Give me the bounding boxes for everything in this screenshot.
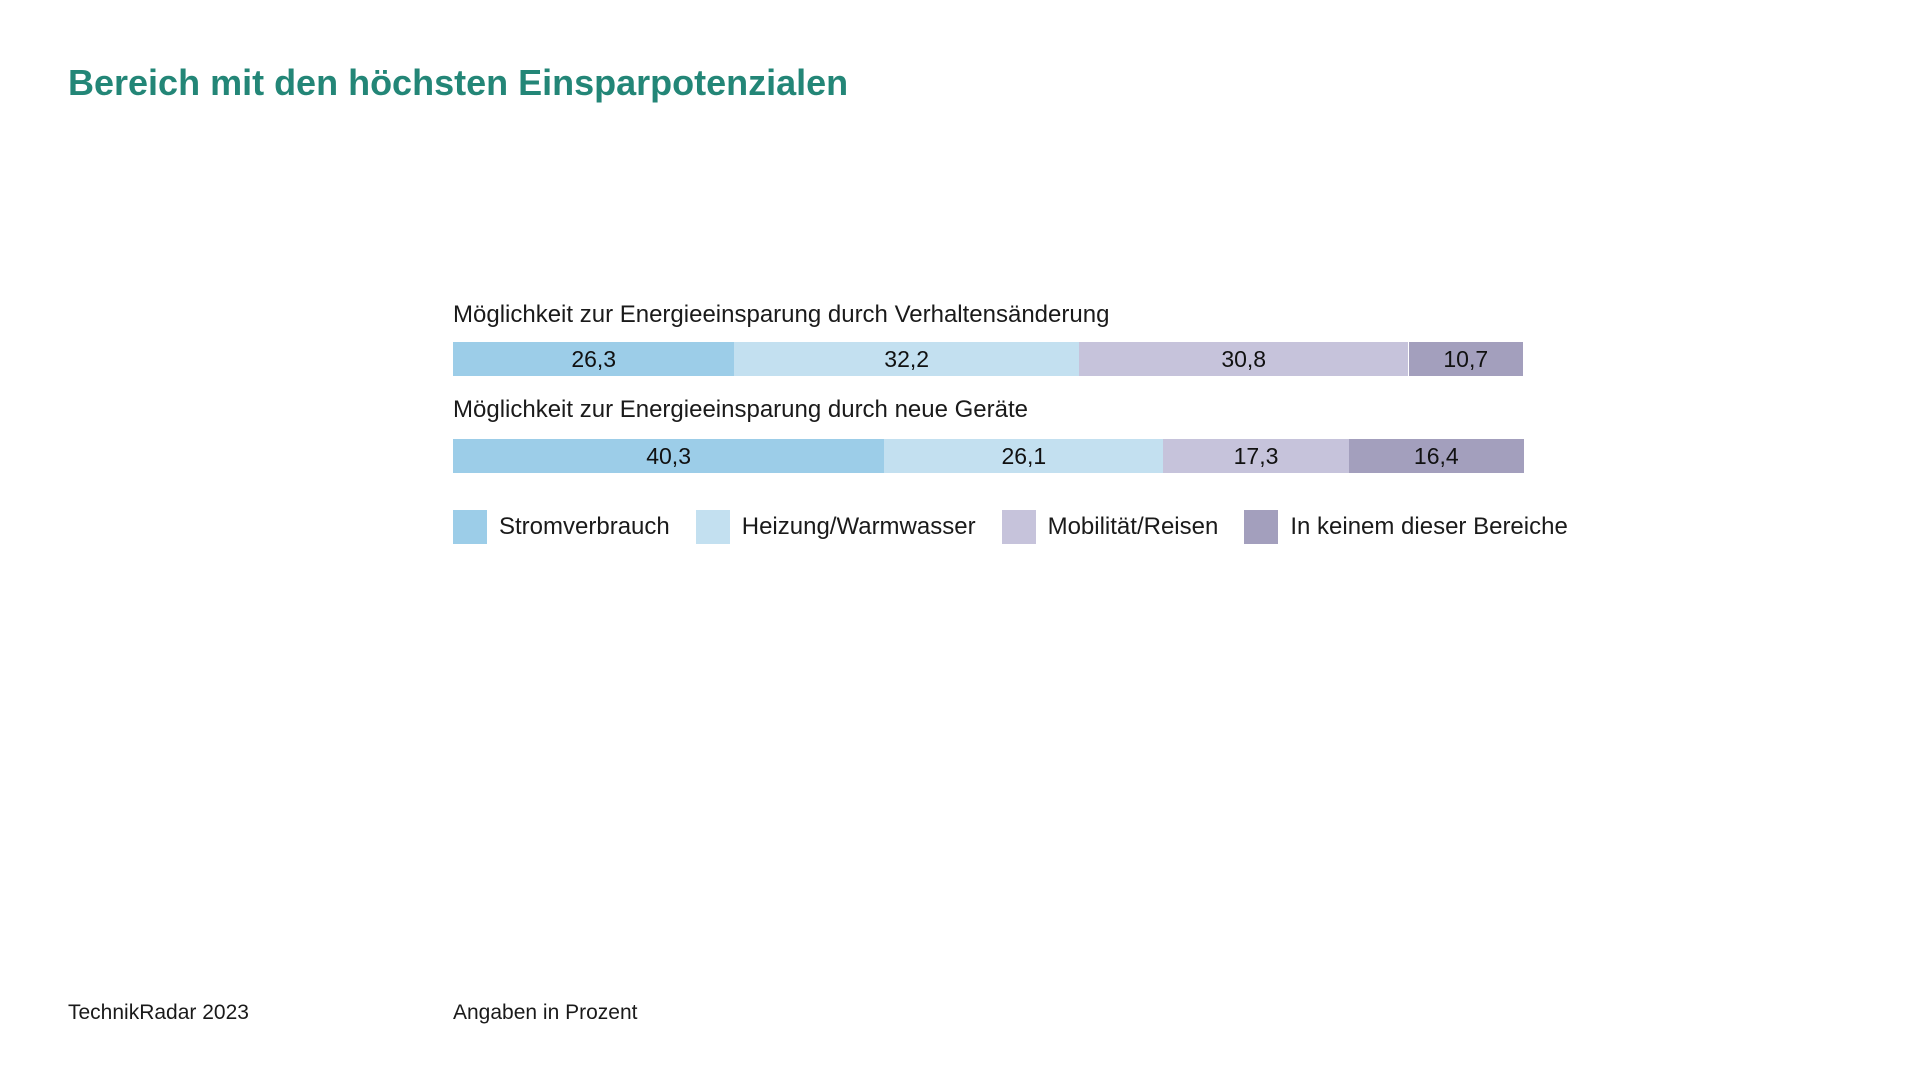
legend-swatch	[1244, 510, 1279, 544]
data-label: 32,2	[884, 345, 930, 372]
bar-segment-stromverbrauch: 40,3	[453, 439, 885, 473]
data-label: 10,7	[1443, 345, 1489, 372]
row-label-devices: Möglichkeit zur Energieeinsparung durch …	[453, 396, 1029, 423]
row-label-behavior: Möglichkeit zur Energieeinsparung durch …	[453, 301, 1110, 328]
legend-swatch	[453, 510, 487, 544]
bar-devices: 40,3 26,1 17,3 16,4	[453, 439, 1525, 473]
bar-segment-stromverbrauch: 26,3	[453, 342, 735, 376]
bar-segment-in-keinem-dieser-bereiche: 10,7	[1408, 342, 1523, 376]
bar-segment-in-keinem-dieser-bereiche: 16,4	[1348, 439, 1525, 473]
legend-label: Mobilität/Reisen	[1047, 513, 1219, 540]
data-label: 40,3	[646, 442, 691, 469]
legend-label: In keinem dieser Bereiche	[1290, 513, 1568, 540]
bar-behavior: 26,3 32,2 30,8 10,7	[453, 342, 1523, 376]
bar-segment-mobilitaet-reisen: 30,8	[1078, 342, 1409, 376]
legend-label: Stromverbrauch	[499, 513, 670, 540]
unit-note: Angaben in Prozent	[453, 1001, 638, 1024]
stacked-bar-chart: Möglichkeit zur Energieeinsparung durch …	[453, 0, 1753, 1080]
data-label: 16,4	[1413, 442, 1459, 469]
legend-item-stromverbrauch: Stromverbrauch	[453, 510, 670, 544]
data-label: 17,3	[1233, 442, 1279, 469]
legend-swatch	[695, 510, 730, 544]
legend-item-heizung-warmwasser: Heizung/Warmwasser	[695, 510, 976, 544]
data-label: 26,1	[1001, 442, 1047, 469]
source-note: TechnikRadar 2023	[68, 1001, 249, 1024]
legend-item-mobilitaet-reisen: Mobilität/Reisen	[1001, 510, 1219, 544]
data-label: 30,8	[1221, 345, 1267, 372]
bar-segment-heizung-warmwasser: 26,1	[884, 439, 1164, 473]
bar-segment-heizung-warmwasser: 32,2	[734, 342, 1079, 376]
legend-swatch	[1001, 510, 1036, 544]
data-label: 26,3	[571, 345, 617, 372]
chart-title: Bereich mit den höchsten Einsparpotenzia…	[68, 62, 849, 103]
legend: Stromverbrauch Heizung/Warmwasser Mobilitä…	[453, 510, 1594, 544]
legend-item-in-keinem-dieser-bereiche: In keinem dieser Bereiche	[1244, 510, 1568, 544]
legend-label: Heizung/Warmwasser	[741, 513, 976, 540]
bar-segment-mobilitaet-reisen: 17,3	[1163, 439, 1349, 473]
